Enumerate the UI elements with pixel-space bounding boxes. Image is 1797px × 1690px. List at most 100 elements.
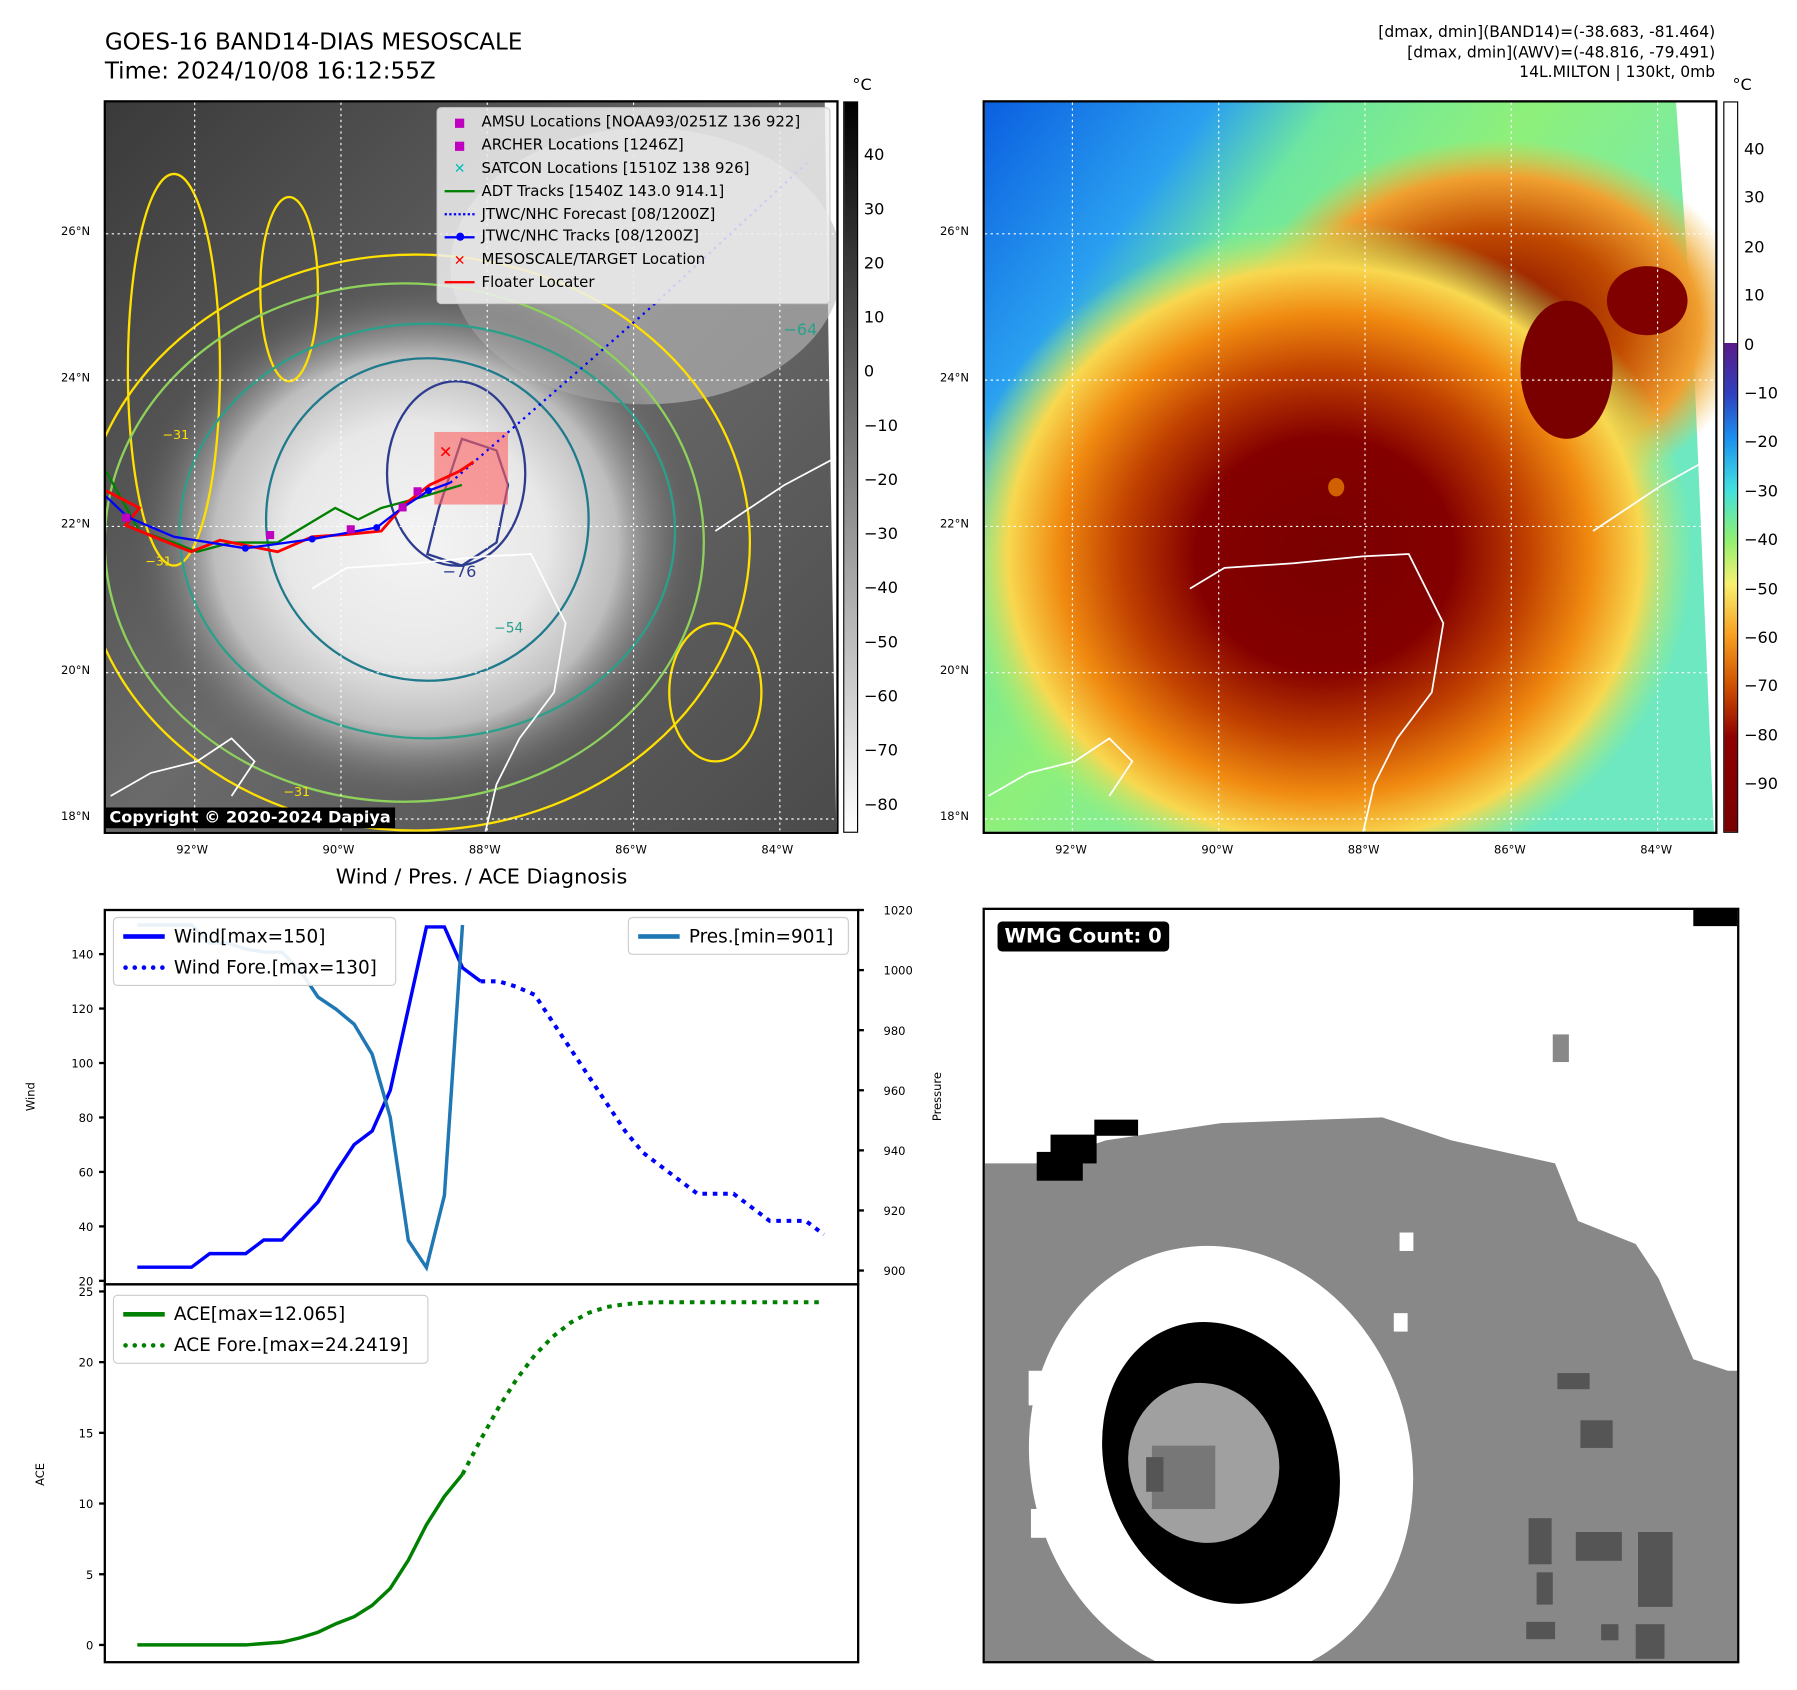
ace-legend: ACE[max=12.065] ACE Fore.[max=24.2419] — [112, 1294, 429, 1364]
lon-label: 92°W — [1055, 844, 1087, 858]
legend-label: Wind Fore.[max=130] — [173, 956, 377, 978]
line-dot-icon — [438, 232, 482, 241]
solid-line-icon — [114, 1311, 174, 1317]
chart-title: Wind / Pres. / ACE Diagnosis — [335, 865, 628, 890]
lat-label: 20°N — [61, 664, 91, 678]
wmg-count-badge: WMG Count: 0 — [997, 921, 1169, 952]
dotted-line-icon — [114, 964, 174, 970]
colorbar-tick-label: −50 — [1743, 580, 1779, 599]
y-right-tick-label: 900 — [884, 1264, 906, 1278]
y-tick-label: 10 — [79, 1497, 94, 1511]
cloud-contours — [105, 172, 763, 832]
lat-label: 24°N — [61, 372, 91, 385]
legend-label: SATCON Locations [1510Z 138 926] — [481, 160, 750, 178]
contour-label: −31 — [283, 784, 310, 799]
y-tick-label: 40 — [79, 1220, 94, 1234]
legend-item: AMSU Locations [NOAA93/0251Z 136 922] — [438, 112, 830, 135]
contour-label: −31 — [145, 554, 172, 569]
figure-title: GOES-16 BAND14-DIAS MESOSCALE Time: 2024/… — [105, 28, 523, 86]
square-marker-icon — [438, 141, 482, 151]
y-tick-label: 0 — [86, 1639, 93, 1653]
legend-item: ARCHER Locations [1246Z] — [438, 135, 830, 158]
colorbar-tick-label: −90 — [1743, 775, 1779, 794]
colorbar-tick-label: −40 — [863, 579, 898, 598]
lon-label: 90°W — [1201, 844, 1234, 858]
y-tick-label: 20 — [79, 1274, 94, 1288]
colorbar-tick-label: 30 — [1743, 189, 1765, 208]
colorbar-tick-label: 20 — [863, 254, 885, 274]
colorbar-tick-label: −80 — [863, 795, 898, 815]
y-right-tick-label: 1020 — [884, 904, 913, 918]
colorbar-tick-label: −10 — [1743, 384, 1779, 404]
x-marker-icon: ✕ — [453, 160, 466, 177]
colorbar-tick-label: −50 — [863, 633, 898, 652]
colorbar-tick-label: −70 — [1743, 677, 1779, 697]
lat-label: 20°N — [939, 664, 969, 678]
series-wind-line — [137, 925, 482, 1269]
awv-map[interactable] — [982, 100, 1718, 834]
x-marker-icon: ✕ — [453, 251, 466, 269]
colorbar-unit: °C — [852, 76, 872, 95]
colorbar-tick-label: 40 — [863, 146, 885, 165]
mesoscale-box — [434, 431, 508, 505]
legend-label: MESOSCALE/TARGET Location — [481, 251, 706, 269]
series-ace-line — [137, 1473, 464, 1647]
ace-axis-label: ACE — [33, 1463, 47, 1486]
lon-label: 84°W — [1640, 844, 1673, 858]
coastline — [987, 455, 1715, 832]
legend-item: ✕ SATCON Locations [1510Z 138 926] — [438, 157, 830, 180]
wmg-image — [984, 910, 1738, 1662]
lon-label: 88°W — [468, 844, 501, 858]
solid-line-icon — [438, 281, 482, 284]
y-tick-label: 120 — [71, 1002, 93, 1016]
dotted-line-icon — [438, 213, 482, 216]
colorbar-tick-label: 0 — [1743, 335, 1755, 355]
dotted-line-icon — [114, 1342, 174, 1348]
legend-label: AMSU Locations [NOAA93/0251Z 136 922] — [481, 114, 801, 132]
lon-label: 86°W — [615, 844, 647, 858]
band14-range: [dmax, dmin](BAND14)=(-38.683, -81.464) — [1378, 23, 1716, 42]
y-right-tick-label: 940 — [884, 1144, 906, 1158]
y-right-tick-label: 960 — [884, 1084, 906, 1098]
colorbar-tick-label: 30 — [863, 200, 885, 219]
colorbar-tick-label: −80 — [1743, 726, 1779, 746]
colorbar-tick-label: 20 — [1743, 238, 1765, 257]
ace-axes — [103, 1283, 860, 1664]
awv-colorbar — [1723, 101, 1739, 833]
lat-label: 24°N — [939, 372, 969, 385]
awv-image — [984, 102, 1716, 832]
legend-label: Wind[max=150] — [173, 924, 326, 947]
contour-label: −31 — [162, 427, 189, 442]
wind-axis-label: Wind — [24, 1082, 38, 1111]
lon-label: 84°W — [761, 844, 794, 858]
colorbar-tick-label: 10 — [863, 308, 885, 328]
time-line: Time: 2024/10/08 16:12:55Z — [104, 56, 436, 85]
y-tick-label: 20 — [79, 1356, 94, 1370]
legend-item: JTWC/NHC Forecast [08/1200Z] — [438, 203, 830, 226]
y-tick-label: 60 — [79, 1166, 94, 1180]
coastline — [110, 456, 837, 832]
colorbar-tick-label: −20 — [1743, 433, 1779, 452]
lat-label: 22°N — [939, 518, 969, 532]
legend-label: ARCHER Locations [1246Z] — [481, 137, 684, 155]
lat-label: 18°N — [61, 810, 91, 824]
colorbar-unit: °C — [1732, 76, 1752, 95]
legend-label: JTWC/NHC Tracks [08/1200Z] — [481, 228, 699, 246]
target-x-icon: ✕ — [439, 442, 452, 461]
colorbar-tick-label: 0 — [863, 362, 875, 382]
wmg-panel — [982, 907, 1740, 1664]
map-legend: AMSU Locations [NOAA93/0251Z 136 922] ARC… — [436, 107, 831, 305]
colorbar-tick-label: −30 — [1743, 482, 1779, 501]
contour-label: −76 — [442, 562, 476, 581]
lat-label: 26°N — [939, 225, 969, 239]
contour-label: −54 — [494, 620, 523, 636]
solid-line-icon — [114, 933, 174, 939]
colorbar-tick-label: −70 — [863, 741, 898, 761]
title-line: GOES-16 BAND14-DIAS MESOSCALE — [104, 27, 523, 56]
y-tick-label: 25 — [79, 1285, 94, 1299]
legend-label: ACE Fore.[max=24.2419] — [173, 1333, 409, 1356]
legend-label: Pres.[min=901] — [688, 924, 834, 947]
colorbar-tick-label: −20 — [863, 471, 898, 490]
band14-map[interactable]: −76 −64 −54 −31 −31 −31 ✕ AMSU Lo — [103, 100, 839, 834]
